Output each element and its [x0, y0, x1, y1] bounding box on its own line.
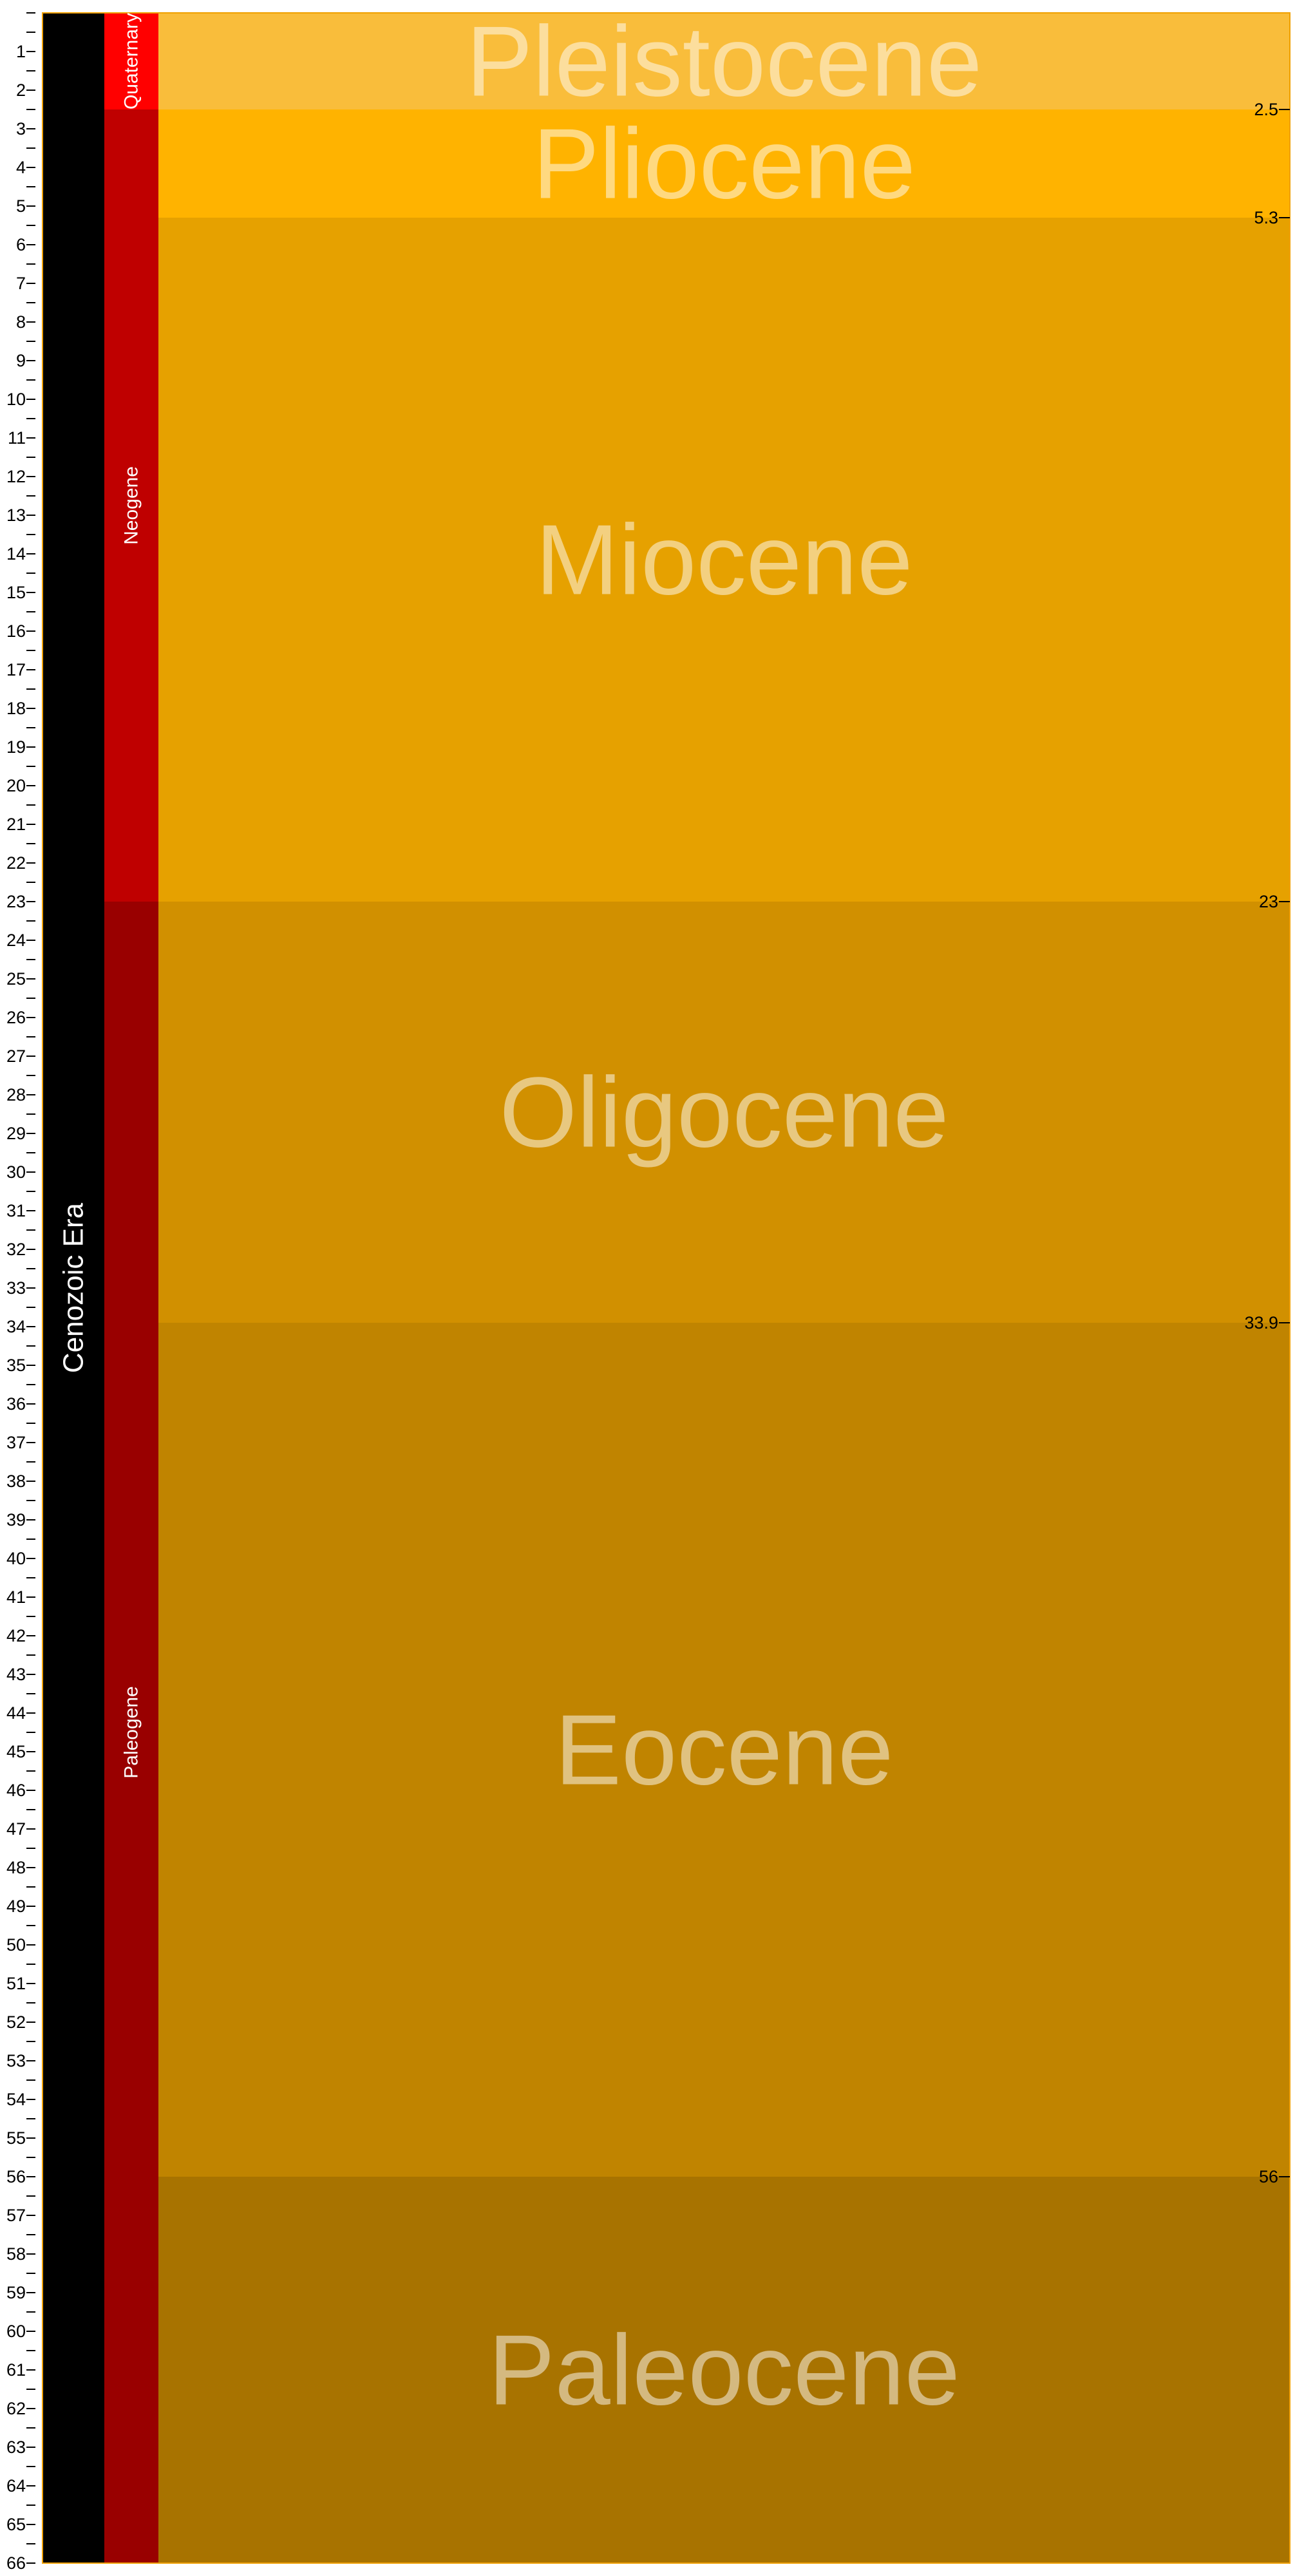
left-axis-tick-label: 24 — [6, 931, 26, 950]
epoch-band-miocene — [158, 218, 1290, 902]
left-axis-tick-label: 3 — [16, 119, 26, 138]
right-axis-tick-label: 2.5 — [1254, 100, 1278, 119]
left-axis-tick-label: 47 — [6, 1819, 26, 1839]
period-band-paleogene — [104, 902, 158, 2563]
left-axis-tick-label: 25 — [6, 969, 26, 989]
epoch-label: Miocene — [536, 504, 913, 616]
right-axis-tick-label: 23 — [1259, 892, 1278, 911]
left-axis-tick-label: 49 — [6, 1897, 26, 1916]
left-axis-tick-label: 1 — [16, 42, 26, 61]
left-axis-tick-label: 56 — [6, 2167, 26, 2186]
left-axis-tick-label: 52 — [6, 2012, 26, 2032]
left-axis-tick-label: 50 — [6, 1935, 26, 1955]
left-axis-tick-label: 34 — [6, 1317, 26, 1336]
period-label: Neogene — [121, 466, 142, 545]
left-axis-tick-label: 51 — [6, 1974, 26, 1993]
epoch-label: Oligocene — [500, 1057, 949, 1168]
left-axis-tick-label: 20 — [6, 776, 26, 795]
left-axis-tick-label: 44 — [6, 1703, 26, 1723]
era-label: Cenozoic Era — [58, 1202, 90, 1373]
epoch-band-pliocene — [158, 109, 1290, 218]
left-axis-tick-label: 61 — [6, 2360, 26, 2380]
period-band-quaternary — [104, 13, 158, 109]
left-axis-tick-label: 57 — [6, 2206, 26, 2225]
epoch-label: Paleocene — [488, 2315, 960, 2426]
left-axis-tick-label: 5 — [16, 196, 26, 216]
left-axis-tick-label: 26 — [6, 1008, 26, 1027]
left-axis-tick-label: 10 — [6, 390, 26, 409]
right-axis-tick-label: 56 — [1259, 2167, 1278, 2186]
band-labels: Cenozoic Era Quaternary Neogene Paleogene Pl… — [58, 6, 983, 2426]
left-axis-tick-label: 13 — [6, 506, 26, 525]
left-axis-tick-label: 27 — [6, 1046, 26, 1066]
left-axis-tick-label: 4 — [16, 158, 26, 177]
left-axis-tick-label: 43 — [6, 1665, 26, 1684]
left-axis-tick-label: 16 — [6, 621, 26, 641]
left-axis-tick-label: 54 — [6, 2090, 26, 2109]
epoch-band-pleistocene — [158, 13, 1290, 109]
left-axis-tick-label: 46 — [6, 1781, 26, 1800]
left-axis-tick-label: 23 — [6, 892, 26, 911]
left-axis-tick-label: 6 — [16, 235, 26, 254]
left-axis-tick-label: 36 — [6, 1394, 26, 1414]
left-axis-tick-label: 62 — [6, 2399, 26, 2418]
left-axis-tick-label: 30 — [6, 1162, 26, 1182]
right-axis-tick-label: 5.3 — [1254, 208, 1278, 227]
left-axis-tick-label: 31 — [6, 1201, 26, 1220]
left-axis-tick-label: 2 — [16, 80, 26, 100]
left-axis-tick-label: 19 — [6, 737, 26, 757]
left-axis-tick-label: 66 — [6, 2553, 26, 2573]
bands — [42, 12, 1290, 2564]
left-axis-tick-label: 40 — [6, 1549, 26, 1568]
left-axis-tick-label: 64 — [6, 2476, 26, 2496]
period-label: Quaternary — [121, 13, 142, 109]
left-axis-tick-label: 8 — [16, 312, 26, 332]
left-axis-tick-label: 58 — [6, 2244, 26, 2264]
left-axis-tick-label: 33 — [6, 1278, 26, 1298]
left-axis-tick-label: 14 — [6, 544, 26, 564]
epoch-band-eocene — [158, 1323, 1290, 2177]
left-axis-tick-label: 53 — [6, 2051, 26, 2070]
right-axis-tick-label: 33.9 — [1244, 1313, 1278, 1332]
left-axis-tick-label: 21 — [6, 815, 26, 834]
left-axis-tick-label: 11 — [8, 428, 26, 448]
left-axis-tick-label: 35 — [6, 1356, 26, 1375]
left-axis-tick-label: 17 — [6, 660, 26, 679]
era-band-cenozoic-era — [43, 13, 104, 2563]
left-axis-tick-label: 28 — [6, 1085, 26, 1104]
left-axis-tick-label: 65 — [6, 2515, 26, 2534]
left-axis-tick-label: 39 — [6, 1510, 26, 1530]
left-axis-tick-label: 7 — [16, 274, 26, 293]
chart-border — [42, 12, 1290, 2564]
epoch-label: Eocene — [555, 1694, 894, 1806]
epoch-band-oligocene — [158, 902, 1290, 1323]
left-axis: 1234567891011121314151617181920212223242… — [6, 12, 35, 2573]
period-label: Paleogene — [121, 1686, 142, 1778]
left-axis-tick-label: 29 — [6, 1124, 26, 1143]
left-axis-tick-label: 12 — [6, 467, 26, 486]
left-axis-tick-label: 45 — [6, 1742, 26, 1761]
epoch-label: Pliocene — [533, 108, 916, 220]
left-axis-tick-label: 63 — [6, 2438, 26, 2457]
epoch-band-paleocene — [158, 2177, 1290, 2563]
left-axis-tick-label: 41 — [6, 1587, 26, 1607]
left-axis-tick-label: 18 — [6, 699, 26, 718]
left-axis-tick-label: 22 — [6, 853, 26, 873]
left-axis-tick-label: 38 — [6, 1472, 26, 1491]
epoch-label: Pleistocene — [466, 6, 982, 117]
left-axis-tick-label: 55 — [6, 2128, 26, 2148]
left-axis-tick-label: 59 — [6, 2283, 26, 2302]
left-axis-tick-label: 9 — [16, 351, 26, 370]
left-axis-tick-label: 15 — [6, 583, 26, 602]
period-band-neogene — [104, 109, 158, 902]
left-axis-tick-label: 48 — [6, 1858, 26, 1877]
left-axis-tick-label: 32 — [6, 1240, 26, 1259]
left-axis-tick-label: 60 — [6, 2322, 26, 2341]
left-axis-tick-label: 42 — [6, 1626, 26, 1645]
left-axis-tick-label: 37 — [6, 1433, 26, 1452]
right-axis: 2.5 5.3 23 33.9 56 — [1244, 100, 1290, 2186]
